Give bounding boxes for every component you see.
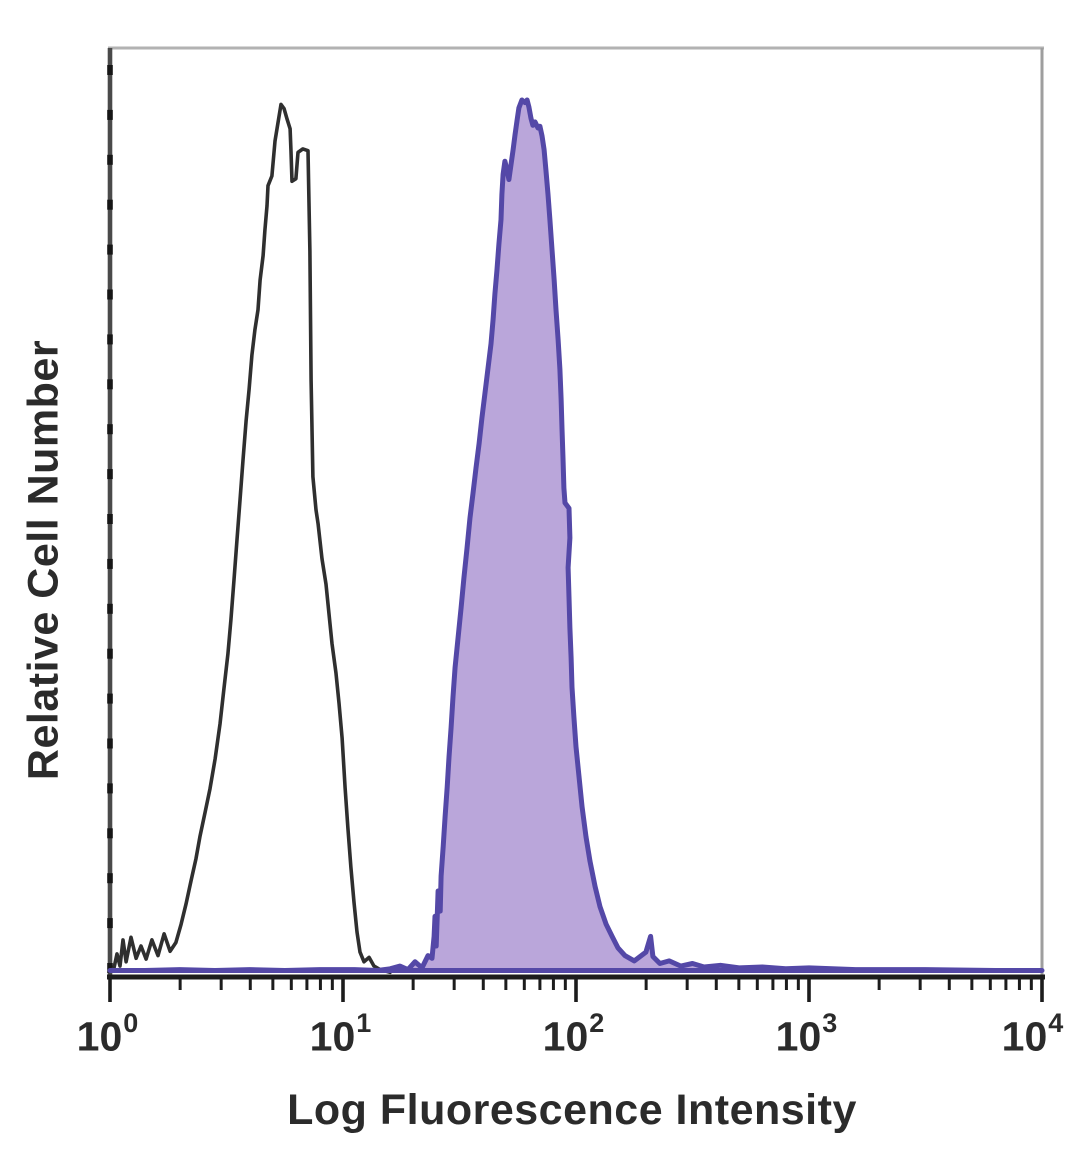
- stained-histogram-curve: [107, 97, 1045, 973]
- y-axis-tick: [107, 603, 113, 614]
- y-axis-tick: [107, 918, 113, 929]
- y-axis-tick: [107, 289, 113, 300]
- y-axis-tick: [107, 738, 113, 749]
- y-axis-tick: [107, 379, 113, 390]
- y-axis-tick: [107, 65, 113, 75]
- x-axis-title: Log Fluorescence Intensity: [287, 1086, 857, 1134]
- y-axis-tick: [107, 469, 113, 480]
- y-axis-title: Relative Cell Number: [19, 339, 68, 781]
- x-tick-exponent: 1: [356, 1008, 372, 1038]
- y-axis-tick: [107, 873, 113, 884]
- y-axis-tick: [107, 648, 113, 659]
- x-tick-exponent: 3: [822, 1008, 838, 1038]
- x-tick-exponent: 0: [123, 1008, 139, 1038]
- y-axis-tick: [107, 109, 113, 120]
- x-tick-base: 10: [1001, 1013, 1048, 1060]
- x-tick-base: 10: [309, 1013, 356, 1060]
- y-axis-tick: [107, 424, 113, 435]
- y-axis-tick: [107, 514, 113, 524]
- y-axis-tick: [107, 199, 113, 210]
- x-tick-label-10e2: 102: [542, 1008, 605, 1061]
- y-axis-tick: [107, 783, 113, 794]
- x-tick-base: 10: [76, 1013, 123, 1060]
- y-axis-tick: [107, 154, 113, 165]
- y-axis-tick: [107, 828, 113, 839]
- y-axis-tick: [107, 558, 113, 569]
- x-tick-label-10e4: 104: [1001, 1008, 1064, 1061]
- x-tick-label-10e3: 103: [775, 1008, 838, 1061]
- y-axis-tick: [107, 244, 113, 255]
- control-histogram-curve: [108, 102, 392, 975]
- y-axis-tick: [107, 334, 113, 345]
- x-tick-exponent: 2: [589, 1008, 605, 1038]
- x-tick-exponent: 4: [1048, 1008, 1064, 1038]
- x-tick-label-10e0: 100: [76, 1008, 139, 1061]
- x-tick-base: 10: [542, 1013, 589, 1060]
- x-tick-base: 10: [775, 1013, 822, 1060]
- y-axis-tick: [107, 693, 113, 704]
- x-tick-label-10e1: 101: [309, 1008, 372, 1061]
